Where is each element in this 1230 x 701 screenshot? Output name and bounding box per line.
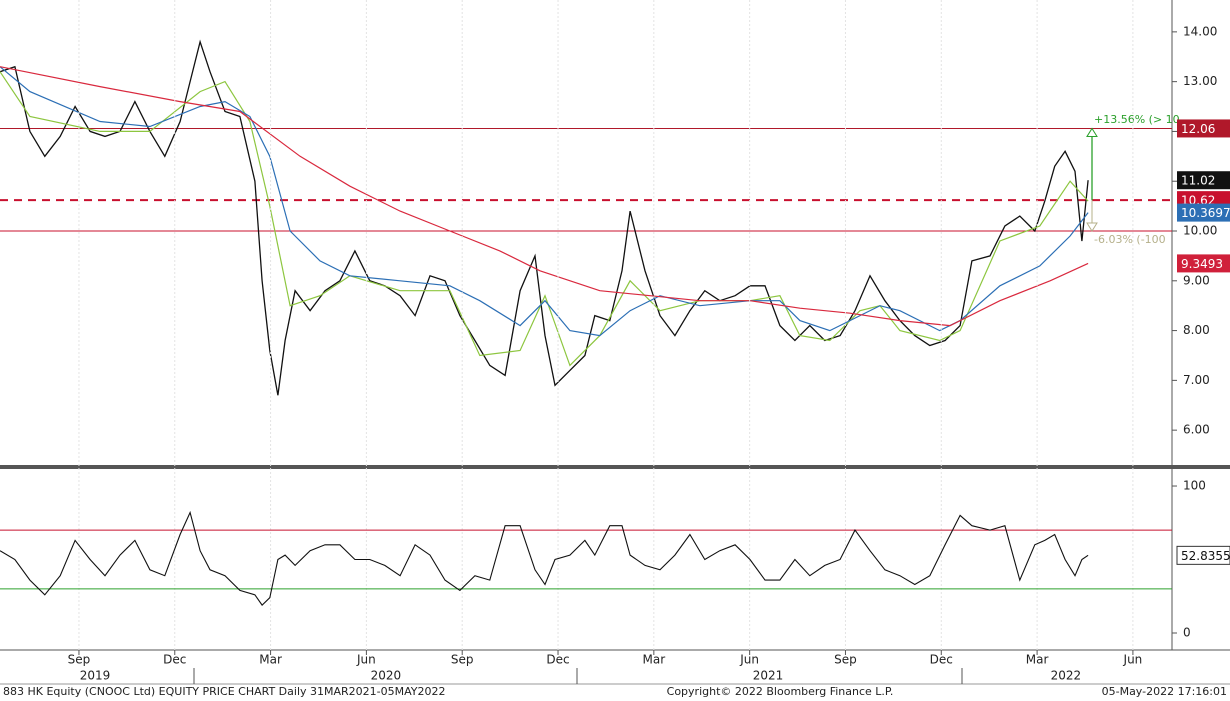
value-tag: [1177, 254, 1230, 273]
x-tick-label: Jun: [356, 653, 376, 667]
series-line: [0, 71, 1089, 367]
annotation: +13.56% (> 10: [1094, 113, 1180, 126]
value-tag: [1177, 171, 1230, 190]
series-line: [0, 510, 1089, 606]
y-tick-label: 10.00: [1183, 224, 1217, 238]
y-tick-label: 7.00: [1183, 373, 1210, 387]
year-label: 2020: [371, 669, 402, 683]
panel-divider: [0, 465, 1230, 469]
value-tag: [1176, 545, 1230, 565]
value-tag-label: 11.02: [1181, 174, 1215, 188]
x-tick-label: Mar: [1026, 653, 1049, 667]
series-line: [0, 66, 1089, 327]
arrow-head: [1086, 222, 1098, 232]
value-tag: [1177, 203, 1230, 222]
x-tick-label: Dec: [930, 653, 953, 667]
x-tick-label: Dec: [546, 653, 569, 667]
value-tag-label: 9.3493: [1181, 257, 1223, 271]
year-label: 2021: [753, 669, 784, 683]
x-tick-label: Mar: [259, 653, 282, 667]
arrow-head: [1086, 127, 1098, 137]
x-tick-label: Sep: [451, 653, 474, 667]
annotation: -6.03% (-100: [1094, 233, 1166, 246]
x-tick-label: Jun: [739, 653, 759, 667]
footer-right: 05-May-2022 17:16:01: [1102, 685, 1227, 698]
x-tick-label: Sep: [68, 653, 91, 667]
y-tick-label: 0: [1183, 626, 1191, 640]
footer-center: Copyright© 2022 Bloomberg Finance L.P.: [667, 685, 894, 698]
value-tag-label: 10.3697: [1181, 206, 1230, 220]
year-label: 2019: [80, 669, 111, 683]
year-label: 2022: [1051, 669, 1082, 683]
series-line: [0, 66, 1089, 337]
series-line: [0, 39, 1089, 396]
footer-left: 883 HK Equity (CNOOC Ltd) EQUITY PRICE C…: [3, 685, 446, 698]
x-tick-label: Mar: [643, 653, 666, 667]
y-tick-label: 13.00: [1183, 74, 1217, 88]
y-tick-label: 9.00: [1183, 273, 1210, 287]
y-tick-label: 8.00: [1183, 323, 1210, 337]
value-tag: [1177, 119, 1230, 138]
x-tick-label: Sep: [834, 653, 857, 667]
y-tick-label: 6.00: [1183, 423, 1210, 437]
x-tick-label: Jun: [1123, 653, 1143, 667]
x-tick-label: Dec: [163, 653, 186, 667]
y-tick-label: 14.00: [1183, 24, 1217, 38]
y-tick-label: 100: [1183, 479, 1206, 493]
value-tag-label: 52.8355: [1181, 549, 1230, 563]
value-tag-label: 12.06: [1181, 122, 1215, 136]
